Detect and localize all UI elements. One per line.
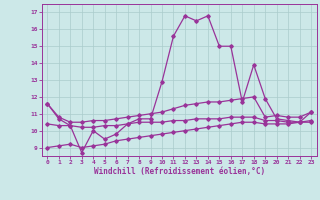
X-axis label: Windchill (Refroidissement éolien,°C): Windchill (Refroidissement éolien,°C) bbox=[94, 167, 265, 176]
